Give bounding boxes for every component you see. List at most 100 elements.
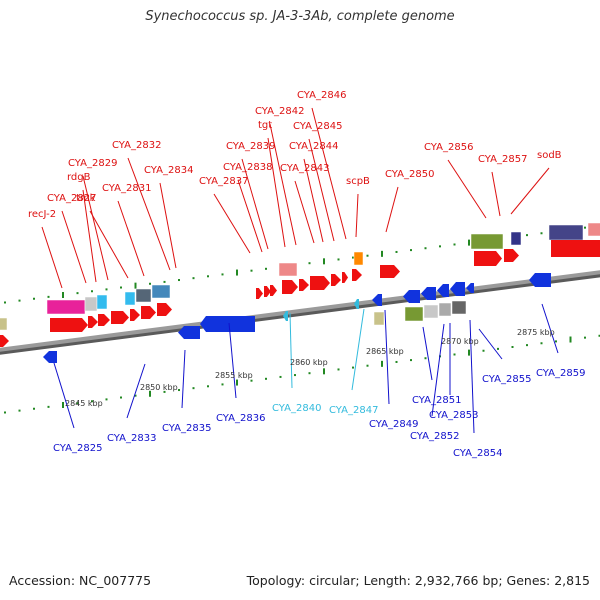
gene-box xyxy=(451,300,467,315)
gene-label: CYA_2859 xyxy=(536,368,585,379)
gene-label: CYA_2845 xyxy=(293,121,342,132)
leader-line xyxy=(308,138,335,242)
gene-box xyxy=(423,304,439,319)
bottom-tick-mark xyxy=(308,372,311,375)
gene-label: scpB xyxy=(346,176,370,187)
scale-tick-label: 2850 kbp xyxy=(140,383,178,392)
gene-label: sodB xyxy=(537,150,562,161)
leader-line xyxy=(41,226,63,289)
bottom-tick-mark xyxy=(598,334,600,337)
bottom-tick-mark xyxy=(250,379,253,382)
leader-line xyxy=(491,171,501,217)
top-tick-mark xyxy=(47,295,50,298)
gene-label: CYA_2839 xyxy=(226,141,275,152)
gene-box xyxy=(151,284,171,299)
bottom-tick-mark xyxy=(221,383,224,386)
rna-feature xyxy=(46,299,86,315)
gene-arrow xyxy=(437,284,449,297)
gene-arrow xyxy=(111,311,129,324)
top-tick-mark xyxy=(4,301,6,304)
bottom-tick-mark xyxy=(163,390,166,393)
bottom-tick-mark xyxy=(18,409,21,412)
scale-tick-label: 2865 kbp xyxy=(366,347,404,356)
bottom-tick-mark xyxy=(279,375,282,378)
gene-label: tgt xyxy=(258,120,272,131)
leader-line xyxy=(228,322,237,399)
gene-box xyxy=(84,296,98,312)
leader-line xyxy=(311,107,347,240)
gene-label: CYA_2843 xyxy=(280,163,329,174)
gene-box xyxy=(353,251,364,266)
top-tick-mark xyxy=(265,267,267,270)
bottom-tick-mark xyxy=(555,340,557,343)
bottom-tick-mark xyxy=(540,342,543,345)
gene-arrow xyxy=(200,316,255,332)
gene-label: CYA_2835 xyxy=(162,423,211,434)
gene-label: CYA_2846 xyxy=(297,90,346,101)
bottom-tick-mark xyxy=(294,374,296,377)
gene-label: CYA_2832 xyxy=(112,140,161,151)
top-tick-mark xyxy=(323,258,325,265)
leader-line xyxy=(127,157,171,271)
gene-arrow xyxy=(342,272,348,283)
top-tick-mark xyxy=(410,249,412,252)
backbone-group xyxy=(0,270,600,355)
gene-arrow-highlight xyxy=(354,299,359,309)
gene-box xyxy=(587,222,600,237)
top-tick-mark xyxy=(62,292,64,298)
gene-arrow xyxy=(256,288,263,299)
gene-arrow xyxy=(331,274,341,286)
bottom-tick-mark xyxy=(105,398,108,401)
top-tick-mark xyxy=(221,273,224,276)
gene-label: CYA_2852 xyxy=(410,431,459,442)
gene-box xyxy=(548,224,584,241)
leader-line xyxy=(469,319,475,434)
bottom-tick-mark xyxy=(366,364,369,367)
bottom-tick-mark xyxy=(584,336,586,339)
top-tick-mark xyxy=(381,250,383,257)
top-tick-mark xyxy=(149,282,151,285)
leader-line xyxy=(241,158,269,250)
bottom-tick-mark xyxy=(91,400,93,403)
accession-text: Accession: NC_007775 xyxy=(9,573,152,588)
top-tick-mark xyxy=(33,297,35,300)
gene-box xyxy=(438,302,452,317)
gene-label: CYA_2834 xyxy=(144,165,193,176)
scale-tick-label: 2870 kbp xyxy=(441,337,479,346)
gene-label: CYA_2857 xyxy=(478,154,527,165)
gene-label: CYA_2850 xyxy=(385,169,434,180)
leader-line xyxy=(294,180,315,244)
top-tick-mark xyxy=(540,232,543,235)
bottom-tick-mark xyxy=(120,396,122,399)
gene-arrow xyxy=(98,314,110,326)
leader-line xyxy=(422,326,433,381)
top-tick-mark xyxy=(352,256,354,259)
gene-label: CYA_2825 xyxy=(53,443,102,454)
gene-label: CYA_2847 xyxy=(329,405,378,416)
bottom-tick-mark xyxy=(76,402,79,405)
gene-label: rdgB xyxy=(67,172,91,183)
gene-arrow xyxy=(0,335,9,347)
bottom-tick-mark xyxy=(381,360,383,367)
top-tick-mark xyxy=(337,258,340,261)
bottom-tick-mark xyxy=(482,349,485,352)
top-tick-mark xyxy=(120,286,122,289)
gene-arrow xyxy=(299,279,309,291)
top-tick-mark xyxy=(439,245,441,248)
leader-line xyxy=(384,309,390,405)
leader-line xyxy=(541,303,559,354)
top-tick-mark xyxy=(105,288,108,291)
gene-arrow xyxy=(474,251,502,266)
gene-label: CYA_2840 xyxy=(272,403,321,414)
gene-label: CYA_2833 xyxy=(107,433,156,444)
gene-arrow xyxy=(43,351,57,363)
scale-tick-labels: 2845 kbp 2850 kbp 2855 kbp 2860 kbp 2865 kbp… xyxy=(65,328,555,408)
leader-line xyxy=(267,137,286,248)
topology-text: Topology: circular; Length: 2,932,766 bp… xyxy=(246,573,590,588)
gene-box xyxy=(0,317,8,331)
gene-features xyxy=(0,222,600,363)
leader-line xyxy=(53,362,75,429)
top-tick-mark xyxy=(18,299,21,302)
gene-arrow xyxy=(130,309,140,321)
leader-line xyxy=(510,167,550,215)
